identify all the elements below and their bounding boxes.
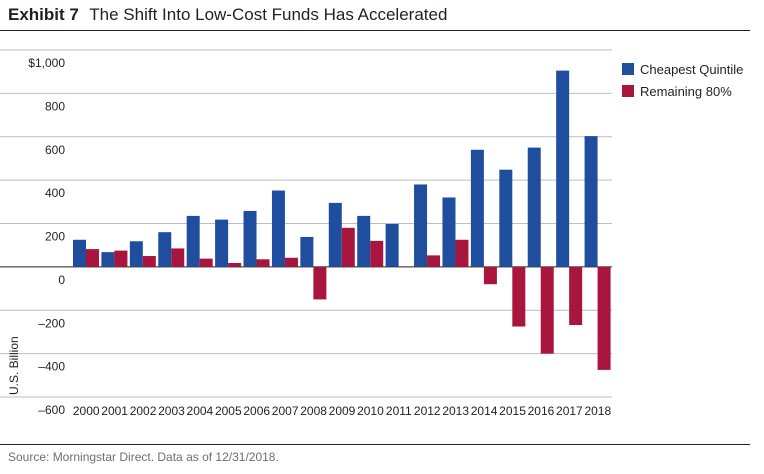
bar-cheapest-quintile <box>556 70 570 267</box>
bar-cheapest-quintile <box>271 190 285 267</box>
bar-cheapest-quintile <box>414 184 428 267</box>
source-note: Source: Morningstar Direct. Data as of 1… <box>8 450 279 464</box>
bar-remaining-80 <box>455 239 469 267</box>
x-tick-label: 2011 <box>386 404 412 418</box>
y-tick-label: 800 <box>45 99 65 113</box>
legend-label-cheapest: Cheapest Quintile <box>640 61 744 77</box>
bar-remaining-80 <box>370 240 384 267</box>
bar-remaining-80 <box>597 266 611 370</box>
bar-remaining-80 <box>427 255 441 267</box>
bar-remaining-80 <box>199 258 213 267</box>
bar-cheapest-quintile <box>584 136 598 267</box>
chart-header: Exhibit 7 The Shift Into Low-Cost Funds … <box>8 5 447 25</box>
x-tick-label: 2000 <box>73 404 100 418</box>
legend: Cheapest Quintile Remaining 80% <box>622 59 743 103</box>
chart-title: The Shift Into Low-Cost Funds Has Accele… <box>89 5 448 24</box>
bar-remaining-80 <box>114 250 128 267</box>
y-tick-label: –600 <box>38 403 65 417</box>
y-tick-label: 600 <box>45 143 65 157</box>
bar-cheapest-quintile <box>385 223 399 267</box>
bar-cheapest-quintile <box>328 202 342 267</box>
bar-remaining-80 <box>540 266 554 354</box>
bar-cheapest-quintile <box>243 210 257 267</box>
y-tick-label: 400 <box>45 186 65 200</box>
bar-remaining-80 <box>284 257 298 267</box>
x-tick-label: 2003 <box>158 404 185 418</box>
y-tick-label: 0 <box>58 273 65 287</box>
x-tick-label: 2018 <box>584 404 611 418</box>
bar-remaining-80 <box>86 249 99 267</box>
bottom-rule <box>0 444 750 445</box>
bar-cheapest-quintile <box>101 252 115 267</box>
x-tick-label: 2013 <box>442 404 469 418</box>
bar-remaining-80 <box>256 259 270 267</box>
bar-remaining-80 <box>512 266 526 327</box>
exhibit-label: Exhibit 7 <box>8 5 79 24</box>
x-tick-label: 2012 <box>414 404 441 418</box>
y-tick-label: 200 <box>45 230 65 244</box>
bar-remaining-80 <box>569 266 583 325</box>
bar-cheapest-quintile <box>129 241 143 267</box>
bar-cheapest-quintile <box>300 236 314 267</box>
x-tick-label: 2010 <box>357 404 384 418</box>
y-axis-label: U.S. Billion <box>7 336 21 395</box>
x-tick-label: 2014 <box>471 404 498 418</box>
x-tick-label: 2015 <box>499 404 526 418</box>
y-tick-label: $1,000 <box>28 56 65 70</box>
x-tick-label: 2016 <box>528 404 555 418</box>
bar-remaining-80 <box>171 248 185 267</box>
x-tick-label: 2004 <box>187 404 214 418</box>
x-tick-label: 2009 <box>329 404 356 418</box>
bar-remaining-80 <box>228 262 242 267</box>
x-tick-label: 2008 <box>300 404 327 418</box>
legend-label-remaining: Remaining 80% <box>640 83 732 99</box>
bar-cheapest-quintile <box>186 215 200 267</box>
x-tick-label: 2007 <box>272 404 299 418</box>
x-tick-label: 2002 <box>130 404 157 418</box>
bar-remaining-80 <box>483 266 497 285</box>
legend-item-cheapest: Cheapest Quintile <box>622 59 743 79</box>
x-tick-label: 2006 <box>243 404 270 418</box>
bar-cheapest-quintile <box>470 149 484 267</box>
y-tick-label: –200 <box>38 316 65 330</box>
bar-remaining-80 <box>313 266 327 300</box>
bar-cheapest-quintile <box>499 169 513 267</box>
y-tick-label: –400 <box>38 360 65 374</box>
bar-cheapest-quintile <box>215 219 229 267</box>
legend-item-remaining: Remaining 80% <box>622 81 743 101</box>
bar-cheapest-quintile <box>527 147 541 267</box>
bar-cheapest-quintile <box>357 215 371 267</box>
top-rule <box>0 30 750 31</box>
bar-cheapest-quintile <box>442 197 456 267</box>
x-tick-label: 2017 <box>556 404 583 418</box>
bar-cheapest-quintile <box>73 239 86 267</box>
bar-cheapest-quintile <box>158 232 172 267</box>
x-tick-label: 2001 <box>101 404 128 418</box>
bar-remaining-80 <box>341 227 355 267</box>
legend-swatch-remaining <box>622 85 634 97</box>
legend-swatch-cheapest <box>622 63 634 75</box>
x-tick-label: 2005 <box>215 404 242 418</box>
bar-remaining-80 <box>142 256 156 267</box>
